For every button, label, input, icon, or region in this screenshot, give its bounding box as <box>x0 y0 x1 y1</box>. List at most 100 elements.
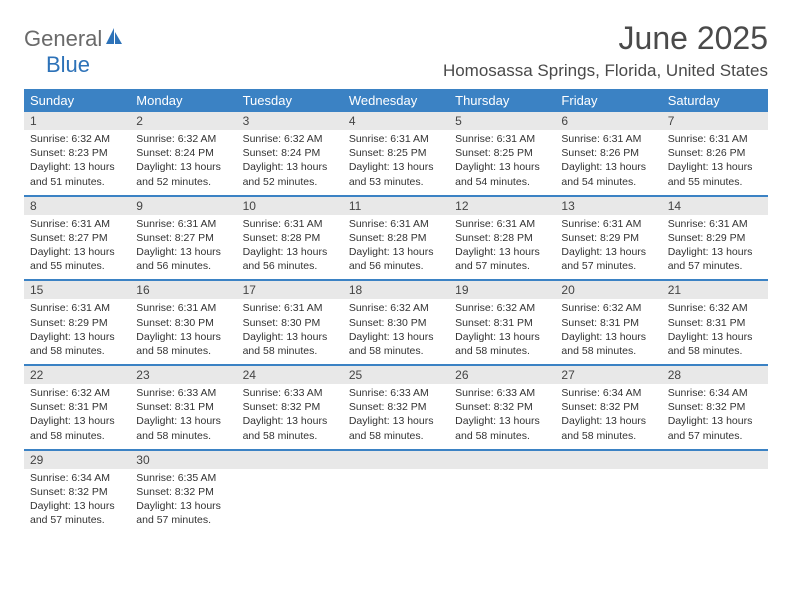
day-number: 8 <box>24 197 130 215</box>
sunset-line: Sunset: 8:31 PM <box>561 316 655 330</box>
sunrise-line: Sunrise: 6:31 AM <box>349 217 443 231</box>
day-number: 3 <box>237 112 343 130</box>
sunrise-line: Sunrise: 6:34 AM <box>668 386 762 400</box>
sunrise-line: Sunrise: 6:31 AM <box>243 217 337 231</box>
day-content: Sunrise: 6:31 AMSunset: 8:28 PMDaylight:… <box>449 215 555 274</box>
weekday-header: Saturday <box>662 89 768 112</box>
sunrise-line: Sunrise: 6:35 AM <box>136 471 230 485</box>
sunset-line: Sunset: 8:29 PM <box>668 231 762 245</box>
day-content: Sunrise: 6:31 AMSunset: 8:25 PMDaylight:… <box>343 130 449 189</box>
daylight-line: Daylight: 13 hours and 57 minutes. <box>136 499 230 527</box>
day-cell: 28Sunrise: 6:34 AMSunset: 8:32 PMDayligh… <box>662 366 768 449</box>
day-content: Sunrise: 6:31 AMSunset: 8:27 PMDaylight:… <box>24 215 130 274</box>
week-row: 1Sunrise: 6:32 AMSunset: 8:23 PMDaylight… <box>24 112 768 197</box>
weekday-header: Thursday <box>449 89 555 112</box>
day-number: 1 <box>24 112 130 130</box>
day-number: 9 <box>130 197 236 215</box>
sunset-line: Sunset: 8:27 PM <box>136 231 230 245</box>
sail-icon <box>104 28 124 46</box>
sunrise-line: Sunrise: 6:31 AM <box>668 217 762 231</box>
daylight-line: Daylight: 13 hours and 55 minutes. <box>668 160 762 188</box>
sunrise-line: Sunrise: 6:34 AM <box>30 471 124 485</box>
logo-text: General Blue <box>24 26 124 78</box>
day-number: 6 <box>555 112 661 130</box>
empty-day-cell <box>449 451 555 534</box>
sunset-line: Sunset: 8:32 PM <box>136 485 230 499</box>
daylight-line: Daylight: 13 hours and 58 minutes. <box>668 330 762 358</box>
day-content: Sunrise: 6:31 AMSunset: 8:29 PMDaylight:… <box>24 299 130 358</box>
sunset-line: Sunset: 8:24 PM <box>243 146 337 160</box>
sunset-line: Sunset: 8:32 PM <box>455 400 549 414</box>
sunrise-line: Sunrise: 6:31 AM <box>668 132 762 146</box>
sunset-line: Sunset: 8:32 PM <box>668 400 762 414</box>
daylight-line: Daylight: 13 hours and 58 minutes. <box>243 414 337 442</box>
day-cell: 3Sunrise: 6:32 AMSunset: 8:24 PMDaylight… <box>237 112 343 195</box>
day-cell: 23Sunrise: 6:33 AMSunset: 8:31 PMDayligh… <box>130 366 236 449</box>
day-cell: 21Sunrise: 6:32 AMSunset: 8:31 PMDayligh… <box>662 281 768 364</box>
daylight-line: Daylight: 13 hours and 58 minutes. <box>243 330 337 358</box>
sunrise-line: Sunrise: 6:31 AM <box>136 301 230 315</box>
empty-day-cell <box>662 451 768 534</box>
day-cell: 16Sunrise: 6:31 AMSunset: 8:30 PMDayligh… <box>130 281 236 364</box>
day-number: 12 <box>449 197 555 215</box>
sunrise-line: Sunrise: 6:31 AM <box>30 301 124 315</box>
sunset-line: Sunset: 8:29 PM <box>30 316 124 330</box>
header: General Blue June 2025 Homosassa Springs… <box>24 20 768 81</box>
day-content: Sunrise: 6:31 AMSunset: 8:26 PMDaylight:… <box>662 130 768 189</box>
day-cell: 17Sunrise: 6:31 AMSunset: 8:30 PMDayligh… <box>237 281 343 364</box>
day-number: 2 <box>130 112 236 130</box>
location-text: Homosassa Springs, Florida, United State… <box>443 61 768 81</box>
day-number: 27 <box>555 366 661 384</box>
day-content: Sunrise: 6:33 AMSunset: 8:32 PMDaylight:… <box>449 384 555 443</box>
day-content: Sunrise: 6:31 AMSunset: 8:26 PMDaylight:… <box>555 130 661 189</box>
day-number: 10 <box>237 197 343 215</box>
day-number: 25 <box>343 366 449 384</box>
day-number: 14 <box>662 197 768 215</box>
daylight-line: Daylight: 13 hours and 54 minutes. <box>455 160 549 188</box>
sunset-line: Sunset: 8:25 PM <box>349 146 443 160</box>
daylight-line: Daylight: 13 hours and 56 minutes. <box>136 245 230 273</box>
daylight-line: Daylight: 13 hours and 57 minutes. <box>668 414 762 442</box>
daylight-line: Daylight: 13 hours and 52 minutes. <box>136 160 230 188</box>
day-content: Sunrise: 6:34 AMSunset: 8:32 PMDaylight:… <box>24 469 130 528</box>
sunset-line: Sunset: 8:32 PM <box>30 485 124 499</box>
day-cell: 5Sunrise: 6:31 AMSunset: 8:25 PMDaylight… <box>449 112 555 195</box>
week-row: 22Sunrise: 6:32 AMSunset: 8:31 PMDayligh… <box>24 366 768 451</box>
daylight-line: Daylight: 13 hours and 51 minutes. <box>30 160 124 188</box>
daylight-line: Daylight: 13 hours and 58 minutes. <box>30 414 124 442</box>
day-cell: 1Sunrise: 6:32 AMSunset: 8:23 PMDaylight… <box>24 112 130 195</box>
empty-day-number <box>343 451 449 469</box>
weekday-header: Friday <box>555 89 661 112</box>
day-content: Sunrise: 6:31 AMSunset: 8:28 PMDaylight:… <box>343 215 449 274</box>
sunset-line: Sunset: 8:25 PM <box>455 146 549 160</box>
sunset-line: Sunset: 8:27 PM <box>30 231 124 245</box>
daylight-line: Daylight: 13 hours and 57 minutes. <box>561 245 655 273</box>
day-content: Sunrise: 6:32 AMSunset: 8:31 PMDaylight:… <box>555 299 661 358</box>
day-number: 21 <box>662 281 768 299</box>
day-cell: 13Sunrise: 6:31 AMSunset: 8:29 PMDayligh… <box>555 197 661 280</box>
day-number: 30 <box>130 451 236 469</box>
empty-day-cell <box>343 451 449 534</box>
empty-day-cell <box>237 451 343 534</box>
daylight-line: Daylight: 13 hours and 58 minutes. <box>561 414 655 442</box>
week-row: 8Sunrise: 6:31 AMSunset: 8:27 PMDaylight… <box>24 197 768 282</box>
day-cell: 18Sunrise: 6:32 AMSunset: 8:30 PMDayligh… <box>343 281 449 364</box>
day-number: 23 <box>130 366 236 384</box>
day-cell: 11Sunrise: 6:31 AMSunset: 8:28 PMDayligh… <box>343 197 449 280</box>
day-cell: 2Sunrise: 6:32 AMSunset: 8:24 PMDaylight… <box>130 112 236 195</box>
sunset-line: Sunset: 8:29 PM <box>561 231 655 245</box>
day-content: Sunrise: 6:31 AMSunset: 8:25 PMDaylight:… <box>449 130 555 189</box>
day-content: Sunrise: 6:32 AMSunset: 8:31 PMDaylight:… <box>24 384 130 443</box>
daylight-line: Daylight: 13 hours and 58 minutes. <box>136 414 230 442</box>
sunrise-line: Sunrise: 6:32 AM <box>455 301 549 315</box>
empty-day-number <box>449 451 555 469</box>
weeks-container: 1Sunrise: 6:32 AMSunset: 8:23 PMDaylight… <box>24 112 768 533</box>
day-cell: 6Sunrise: 6:31 AMSunset: 8:26 PMDaylight… <box>555 112 661 195</box>
sunset-line: Sunset: 8:31 PM <box>455 316 549 330</box>
day-number: 11 <box>343 197 449 215</box>
day-cell: 4Sunrise: 6:31 AMSunset: 8:25 PMDaylight… <box>343 112 449 195</box>
day-number: 26 <box>449 366 555 384</box>
weekday-header-row: Sunday Monday Tuesday Wednesday Thursday… <box>24 89 768 112</box>
day-number: 7 <box>662 112 768 130</box>
sunset-line: Sunset: 8:28 PM <box>455 231 549 245</box>
